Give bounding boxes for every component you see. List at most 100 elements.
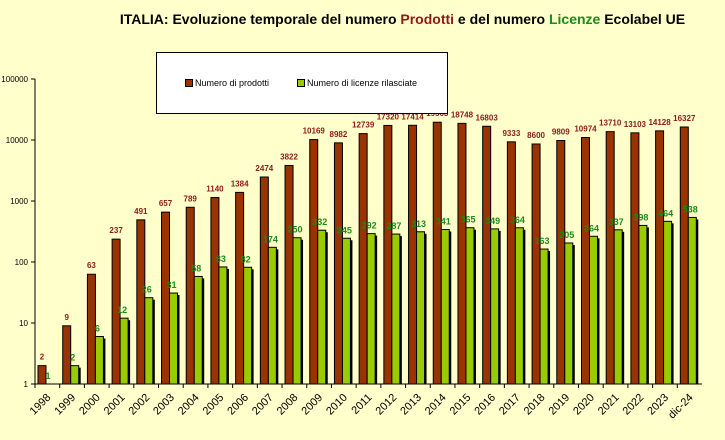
x-tick-label: 2010 (324, 392, 350, 418)
bar-licenze (490, 228, 500, 385)
data-label-licenze: 1 (45, 371, 50, 381)
x-tick-label: 2007 (250, 392, 276, 418)
data-label-prodotti: 491 (134, 207, 148, 216)
data-label-licenze: 332 (312, 217, 327, 227)
data-label-licenze: 82 (241, 254, 251, 264)
bar-licenze (292, 237, 302, 385)
bar-prodotti (630, 132, 640, 385)
bar-licenze (366, 233, 376, 385)
x-tick-label: 2004 (176, 392, 202, 418)
data-label-prodotti: 13103 (624, 120, 647, 129)
y-tick-label: 100 (15, 258, 29, 267)
bar-licenze (514, 227, 524, 385)
bar-prodotti (284, 164, 294, 385)
data-label-prodotti: 9 (64, 313, 69, 322)
x-tick-label: 2005 (201, 392, 227, 418)
bar-prodotti (482, 125, 492, 385)
data-label-licenze: 26 (142, 285, 152, 295)
bar-prodotti (37, 365, 47, 385)
x-tick-label: 2009 (299, 392, 325, 418)
bar-prodotti (210, 197, 220, 385)
data-label-prodotti: 2474 (255, 164, 273, 173)
bar-licenze (218, 266, 228, 385)
data-label-prodotti: 18748 (451, 110, 474, 119)
bar-prodotti (309, 139, 319, 385)
x-tick-label: 2006 (225, 392, 251, 418)
data-label-licenze: 349 (485, 216, 500, 226)
data-label-prodotti: 2 (40, 353, 45, 362)
bar-prodotti (383, 124, 393, 385)
data-label-licenze: 398 (633, 212, 648, 222)
legend-swatch-prodotti (185, 79, 193, 87)
bar-licenze (564, 242, 574, 385)
bar-prodotti (161, 211, 171, 385)
data-label-licenze: 337 (609, 217, 624, 227)
bar-licenze (613, 229, 623, 385)
x-tick-label: 2008 (275, 392, 301, 418)
bar-prodotti (679, 126, 689, 385)
title-text: ITALIA: Evoluzione temporale del numero (119, 11, 401, 27)
x-tick-label: 2017 (497, 392, 523, 418)
bar-prodotti (62, 325, 72, 385)
data-label-licenze: 6 (95, 324, 100, 334)
data-label-prodotti: 17320 (377, 112, 400, 121)
y-tick-label: 10000 (6, 136, 29, 145)
data-label-prodotti: 9333 (502, 129, 520, 138)
data-label-licenze: 245 (337, 225, 352, 235)
data-label-prodotti: 10974 (574, 125, 597, 134)
data-label-prodotti: 13710 (599, 119, 622, 128)
bar-licenze (588, 235, 598, 385)
y-tick-label: 10 (19, 319, 28, 328)
data-label-prodotti: 12739 (352, 121, 375, 130)
bar-licenze (440, 229, 450, 385)
bar-licenze (70, 365, 80, 385)
bar-prodotti (235, 191, 245, 385)
x-tick-label: 1998 (28, 392, 54, 418)
bar-licenze (144, 297, 154, 385)
x-tick-label: 1999 (52, 392, 78, 418)
bar-licenze (638, 224, 648, 385)
data-label-licenze: 163 (535, 236, 550, 246)
legend-label-prodotti: Numero di prodotti (195, 78, 270, 88)
bar-licenze (119, 317, 129, 385)
bar-licenze (317, 229, 327, 385)
x-tick-label: 2021 (596, 392, 622, 418)
legend-item-licenze: Numero di licenze rilasciate (297, 78, 417, 88)
x-tick-label: 2011 (349, 392, 374, 417)
legend-label-licenze: Numero di licenze rilasciate (307, 78, 418, 88)
data-label-licenze: 264 (584, 223, 599, 233)
x-tick-label: 2000 (77, 392, 103, 418)
data-label-prodotti: 9809 (552, 128, 570, 137)
x-tick-label: 2016 (472, 392, 498, 418)
bar-prodotti (605, 131, 615, 385)
bar-prodotti (556, 140, 566, 385)
bar-prodotti (580, 137, 590, 385)
bar-licenze (663, 220, 673, 385)
bar-prodotti (506, 141, 516, 385)
x-tick-label: 2020 (571, 392, 597, 418)
data-label-licenze: 538 (683, 204, 698, 214)
data-label-licenze: 58 (191, 263, 201, 273)
data-label-prodotti: 8600 (527, 131, 545, 140)
bar-prodotti (457, 122, 467, 385)
bar-prodotti (136, 219, 146, 385)
data-label-prodotti: 10169 (303, 127, 326, 136)
data-label-licenze: 464 (658, 208, 673, 218)
x-tick-label: 2014 (423, 392, 449, 418)
x-tick-label: 2013 (398, 392, 424, 418)
bar-licenze (243, 266, 253, 385)
data-label-licenze: 205 (559, 230, 574, 240)
y-tick-label: 1000 (10, 197, 28, 206)
data-label-prodotti: 1140 (206, 185, 224, 194)
bar-prodotti (333, 142, 343, 385)
bar-licenze (169, 292, 179, 385)
x-tick-label: dic-24 (666, 392, 696, 422)
data-label-licenze: 31 (167, 280, 177, 290)
bar-licenze (416, 231, 426, 385)
data-label-prodotti: 237 (109, 226, 123, 235)
bar-prodotti (655, 130, 665, 385)
bar-licenze (539, 248, 549, 385)
title-text-2: e del numero (454, 11, 549, 27)
legend: Numero di prodotti Numero di licenze ril… (156, 52, 448, 114)
